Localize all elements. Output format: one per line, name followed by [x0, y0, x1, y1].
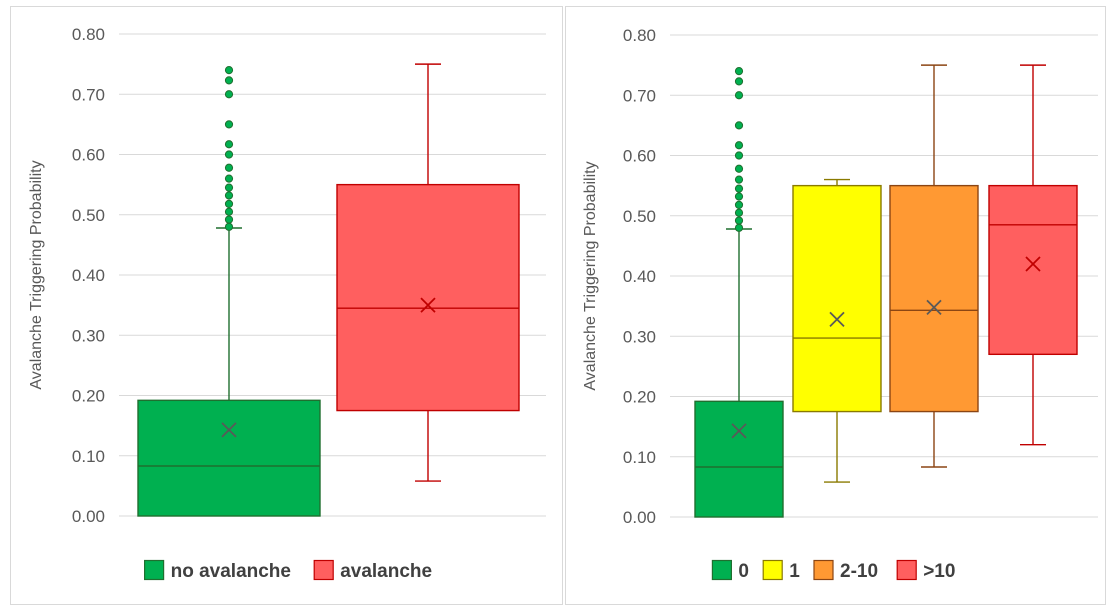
outlier-point: [734, 67, 744, 76]
y-tick-label: 0.50: [623, 207, 656, 226]
outlier-point: [734, 151, 744, 160]
y-tick-label: 0.40: [623, 267, 656, 286]
outlier-point: [734, 200, 744, 210]
box-0: [694, 67, 784, 518]
y-tick-label: 0.70: [623, 86, 656, 105]
outlier-point: [224, 90, 234, 99]
outlier-point: [734, 192, 744, 201]
box-iqr: [889, 184, 979, 413]
y-tick-label: 0.20: [623, 388, 656, 407]
mean-marker: [1025, 256, 1041, 272]
legend: 0 1 2-10 >10: [711, 559, 955, 582]
y-tick-label: 0.10: [623, 448, 656, 467]
box-iqr: [336, 183, 520, 412]
y-tick-label: 0.80: [623, 26, 656, 45]
y-tick-label: 0.30: [72, 326, 105, 345]
outlier-point: [734, 216, 744, 225]
box-1: [792, 178, 882, 483]
box-no-avalanche: [137, 66, 321, 517]
outlier-point: [224, 222, 234, 231]
y-tick-label: 0.10: [72, 447, 105, 466]
mean-marker: [926, 299, 942, 315]
legend-label: 0: [738, 561, 749, 582]
outlier-point: [734, 184, 744, 193]
outlier-point: [734, 91, 744, 100]
outlier-point: [224, 191, 234, 200]
y-axis-label: Avalanche Triggering Probability: [582, 161, 599, 390]
legend-item: >10: [896, 559, 955, 582]
legend-swatch: [762, 559, 783, 581]
box-plot-left: 0.00 0.10 0.20 0.30 0.40 0.50 0.60 0.70 0.80 Aval…: [28, 25, 546, 582]
outlier-point: [734, 121, 744, 130]
legend: no avalanche avalanche: [144, 559, 432, 582]
outlier-point: [224, 174, 234, 183]
outlier-point: [224, 199, 234, 209]
y-tick-label: 0.50: [72, 206, 105, 225]
legend-item: no avalanche: [144, 559, 291, 582]
legend-item: 1: [762, 559, 800, 582]
y-tick-label: 0.00: [72, 507, 105, 526]
mean-marker: [829, 311, 845, 328]
legend-swatch: [896, 559, 917, 581]
legend-item: avalanche: [313, 559, 432, 582]
y-tick-label: 0.40: [72, 266, 105, 285]
y-tick-label: 0.80: [72, 25, 105, 44]
legend-item: 0: [711, 559, 749, 582]
outlier-point: [224, 150, 234, 159]
legend-swatch: [813, 559, 834, 581]
y-tick-label: 0.00: [623, 508, 656, 527]
outlier-point: [224, 183, 234, 192]
box-avalanche: [336, 63, 520, 482]
mean-marker: [420, 297, 436, 313]
outlier-point: [224, 76, 234, 85]
outlier-point: [734, 175, 744, 184]
outlier-point: [734, 141, 744, 150]
outlier-point: [224, 140, 234, 149]
box-plot-right: 0.00 0.10 0.20 0.30 0.40 0.50 0.60 0.70 0.80 Aval…: [582, 26, 1098, 582]
box-2-10: [889, 64, 979, 468]
outlier-point: [224, 215, 234, 224]
box-iqr: [988, 184, 1078, 356]
box--10: [988, 64, 1078, 446]
legend-label: 2-10: [840, 561, 878, 582]
legend-label: no avalanche: [171, 561, 291, 582]
box-iqr: [137, 399, 321, 517]
y-tick-label: 0.60: [72, 146, 105, 165]
outlier-point: [224, 120, 234, 129]
mean-marker: [221, 422, 237, 438]
outlier-point: [224, 66, 234, 75]
outlier-point: [734, 77, 744, 86]
outlier-point: [734, 164, 744, 173]
legend-label: avalanche: [340, 561, 432, 582]
y-tick-label: 0.30: [623, 327, 656, 346]
chart-panel-left: 0.00 0.10 0.20 0.30 0.40 0.50 0.60 0.70 0.80 Aval…: [10, 6, 563, 605]
legend-item: 2-10: [813, 559, 878, 582]
legend-label: 1: [789, 561, 800, 582]
y-tick-label: 0.20: [72, 387, 105, 406]
box-iqr: [694, 400, 784, 518]
legend-swatch: [144, 559, 165, 581]
y-tick-label: 0.70: [72, 85, 105, 104]
y-tick-label: 0.60: [623, 147, 656, 166]
outlier-point: [224, 163, 234, 172]
legend-label: >10: [923, 561, 955, 582]
outlier-point: [734, 223, 744, 232]
outlier-point: [224, 207, 234, 216]
y-axis-label: Avalanche Triggering Probability: [28, 160, 45, 389]
box-iqr: [792, 184, 882, 413]
legend-swatch: [313, 559, 334, 581]
mean-marker: [731, 423, 747, 439]
outlier-point: [734, 208, 744, 217]
legend-swatch: [711, 559, 732, 581]
chart-panel-right: 0.00 0.10 0.20 0.30 0.40 0.50 0.60 0.70 0.80 Aval…: [565, 6, 1106, 605]
